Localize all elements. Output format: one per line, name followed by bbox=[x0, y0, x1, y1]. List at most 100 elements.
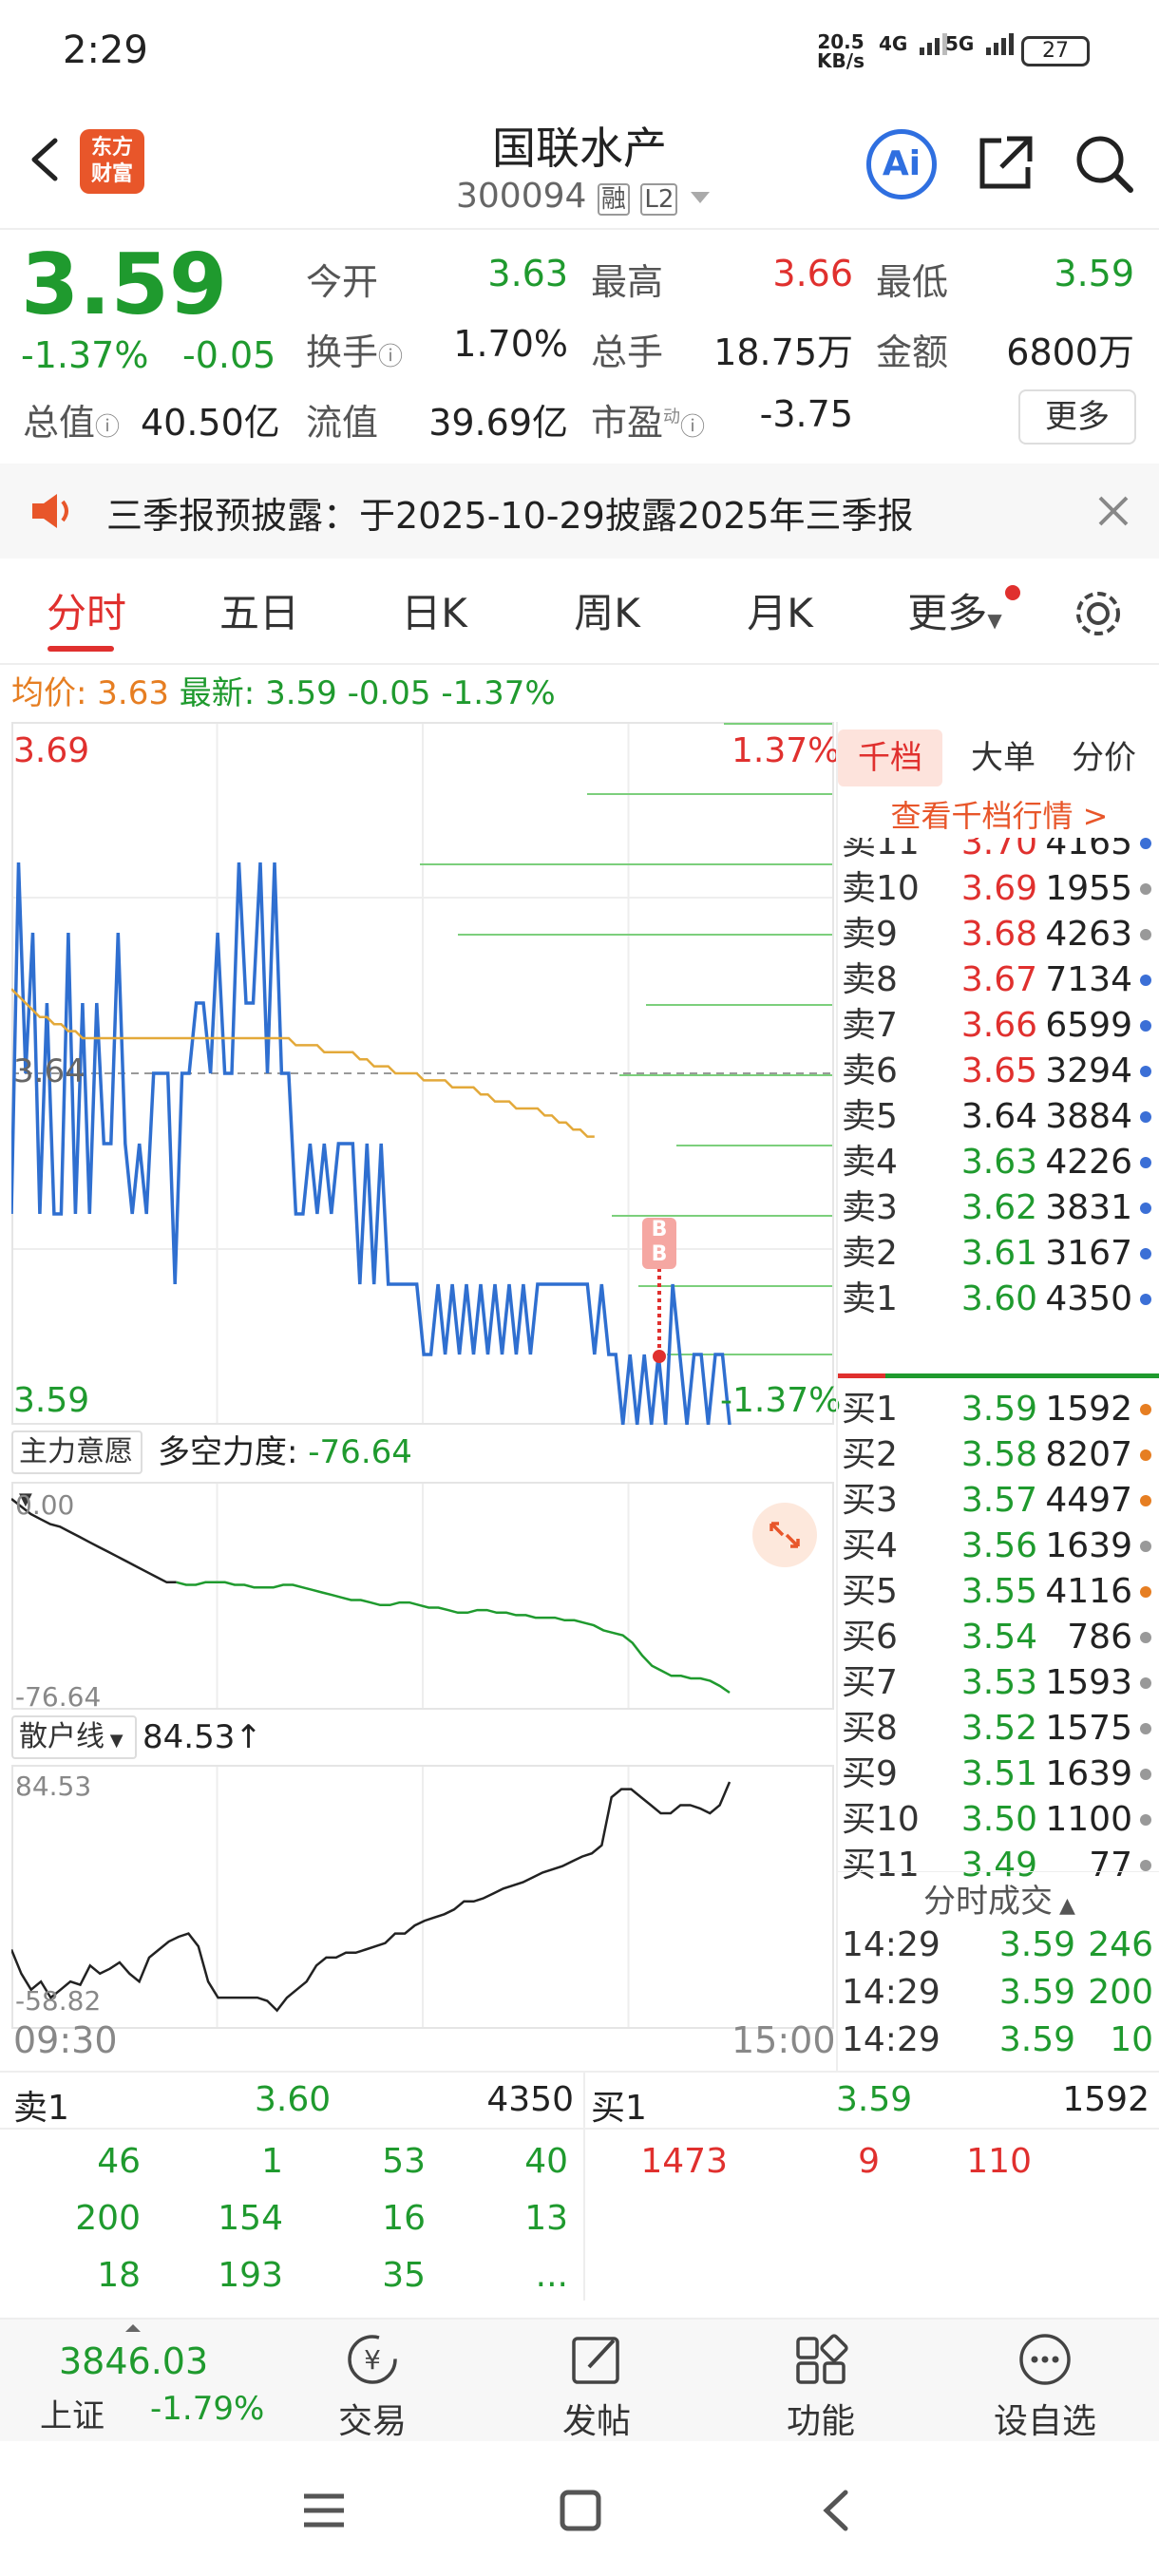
signal-5g-icon: 5G bbox=[945, 30, 1037, 55]
tab-more[interactable]: 更多▼ bbox=[907, 590, 1002, 636]
order-level-row[interactable]: 卖2 3.61 3167 bbox=[838, 1231, 1159, 1277]
tab-price-dist[interactable]: 分价 bbox=[1072, 739, 1136, 777]
order-level-row[interactable]: 买3 3.57 4497 bbox=[838, 1478, 1159, 1524]
stock-code-row[interactable]: 300094 融 L2 bbox=[456, 177, 712, 216]
open-label: 今开 bbox=[306, 261, 379, 303]
order-level-row[interactable]: 买1 3.59 1592 bbox=[838, 1387, 1159, 1432]
order-level-row[interactable]: 买9 3.51 1639 bbox=[838, 1752, 1159, 1797]
current-price: 3.59 bbox=[21, 236, 228, 333]
caret-down-icon: ▼ bbox=[19, 1489, 32, 1509]
order-level-row[interactable]: 卖1 3.60 4350 bbox=[838, 1277, 1159, 1322]
tab-daily-k[interactable]: 日K bbox=[401, 590, 467, 636]
buy-strength-bar bbox=[885, 1373, 1159, 1378]
turnover-label[interactable]: 换手ⓘ bbox=[306, 331, 404, 373]
volume-value: 18.75万 bbox=[713, 331, 853, 373]
system-back-button[interactable] bbox=[813, 2487, 861, 2534]
indicator-select-2[interactable]: 散户线 ▼ bbox=[11, 1715, 137, 1759]
level-dot bbox=[1140, 1294, 1151, 1305]
mktcap-label[interactable]: 总值ⓘ bbox=[23, 402, 121, 444]
level-volume: 786 bbox=[1067, 1618, 1132, 1657]
level-price: 3.59 bbox=[960, 1390, 1037, 1429]
level-volume: 3294 bbox=[1045, 1051, 1132, 1090]
menu-button[interactable] bbox=[300, 2487, 348, 2534]
pe-label[interactable]: 市盈动ⓘ bbox=[591, 402, 706, 444]
order-level-row[interactable]: 买7 3.53 1593 bbox=[838, 1660, 1159, 1706]
dock-trade[interactable]: ¥ 交易 bbox=[287, 2320, 458, 2443]
order-level-row[interactable]: 买11 3.49 77 bbox=[838, 1843, 1159, 1888]
order-level-row[interactable]: 买4 3.56 1639 bbox=[838, 1524, 1159, 1569]
order-level-row[interactable]: 卖4 3.63 4226 bbox=[838, 1140, 1159, 1185]
tab-thousand-levels[interactable]: 千档 bbox=[838, 729, 942, 786]
tab-intraday[interactable]: 分时 bbox=[46, 590, 126, 636]
order-level-row[interactable]: 卖11 3.70 4165 bbox=[838, 838, 1159, 866]
level-price: 3.62 bbox=[960, 1188, 1037, 1227]
queue-item: 46 bbox=[97, 2142, 141, 2181]
order-level-row[interactable]: 买5 3.55 4116 bbox=[838, 1569, 1159, 1615]
new-badge bbox=[1005, 585, 1020, 600]
level-label: 卖2 bbox=[842, 1234, 898, 1273]
order-level-row[interactable]: 卖9 3.68 4263 bbox=[838, 912, 1159, 957]
order-level-row[interactable]: 买10 3.50 1100 bbox=[838, 1797, 1159, 1843]
pe-value: -3.75 bbox=[759, 393, 853, 435]
level-label: 买2 bbox=[842, 1435, 898, 1474]
level-price: 3.65 bbox=[960, 1051, 1037, 1090]
settings-button[interactable] bbox=[1072, 587, 1125, 640]
order-level-row[interactable]: 买6 3.54 786 bbox=[838, 1615, 1159, 1660]
level-label: 买4 bbox=[842, 1526, 898, 1565]
notice-bar[interactable]: 三季报预披露：于2025-10-29披露2025年三季报 bbox=[0, 464, 1159, 559]
ai-button[interactable]: Ai bbox=[866, 129, 937, 199]
queue-item: 200 bbox=[75, 2199, 141, 2238]
dock-post[interactable]: 发帖 bbox=[511, 2320, 682, 2443]
dock-watchlist[interactable]: 设自选 bbox=[960, 2320, 1130, 2443]
order-level-row[interactable]: 卖3 3.62 3831 bbox=[838, 1185, 1159, 1231]
level-volume: 77 bbox=[1089, 1846, 1132, 1885]
order-level-row[interactable]: 卖7 3.66 6599 bbox=[838, 1003, 1159, 1049]
level-label: 买5 bbox=[842, 1572, 898, 1611]
ind2-top-label: 84.53 bbox=[15, 1771, 92, 1802]
order-level-row[interactable]: 买2 3.58 8207 bbox=[838, 1432, 1159, 1478]
expand-button[interactable] bbox=[752, 1503, 817, 1567]
latest-change: -0.05 bbox=[347, 674, 431, 712]
low-value: 3.59 bbox=[1054, 253, 1134, 294]
share-button[interactable] bbox=[973, 131, 1037, 196]
level-price: 3.51 bbox=[960, 1754, 1037, 1793]
more-button[interactable]: 更多 bbox=[1018, 389, 1136, 445]
search-button[interactable] bbox=[1072, 131, 1136, 196]
level-label: 卖5 bbox=[842, 1097, 898, 1136]
view-levels-link[interactable]: 查看千档行情 > bbox=[890, 798, 1109, 834]
level-volume: 1955 bbox=[1045, 869, 1132, 908]
order-level-row[interactable]: 卖8 3.67 7134 bbox=[838, 957, 1159, 1003]
home-button[interactable] bbox=[557, 2487, 604, 2534]
level-dot bbox=[1140, 1860, 1151, 1871]
high-value: 3.66 bbox=[772, 253, 853, 294]
dock-functions[interactable]: 功能 bbox=[735, 2320, 906, 2443]
chevron-left-icon bbox=[823, 2490, 848, 2531]
volume-label: 总手 bbox=[591, 331, 664, 373]
trade-time: 14:29 bbox=[842, 1925, 940, 1964]
amount-label: 金额 bbox=[876, 331, 949, 373]
level-price: 3.52 bbox=[960, 1709, 1037, 1748]
index-value[interactable]: 3846.03 bbox=[59, 2340, 209, 2382]
queue-item: 40 bbox=[524, 2142, 568, 2181]
trades-title[interactable]: 分时成交 ▲ bbox=[923, 1883, 1075, 1921]
order-level-row[interactable]: 卖10 3.69 1955 bbox=[838, 866, 1159, 912]
battery-icon: 27 bbox=[1021, 36, 1090, 66]
amount-value: 6800万 bbox=[1006, 331, 1134, 373]
back-button[interactable] bbox=[17, 131, 74, 188]
intraday-chart[interactable] bbox=[11, 722, 834, 1425]
level-volume: 4226 bbox=[1045, 1143, 1132, 1182]
indicator-select-1[interactable]: 主力意愿 ▼ bbox=[11, 1430, 142, 1509]
order-level-row[interactable]: 卖5 3.64 3884 bbox=[838, 1094, 1159, 1140]
close-button[interactable] bbox=[1094, 492, 1132, 530]
order-level-row[interactable]: 买8 3.52 1575 bbox=[838, 1706, 1159, 1752]
tab-weekly-k[interactable]: 周K bbox=[574, 590, 640, 636]
level-price: 3.50 bbox=[960, 1800, 1037, 1839]
order-level-row[interactable]: 卖6 3.65 3294 bbox=[838, 1049, 1159, 1094]
indicator-1-chart[interactable] bbox=[11, 1482, 834, 1710]
tab-monthly-k[interactable]: 月K bbox=[747, 590, 813, 636]
queue-item: 154 bbox=[218, 2199, 283, 2238]
tab-big-orders[interactable]: 大单 bbox=[971, 739, 1036, 777]
tab-five-day[interactable]: 五日 bbox=[218, 590, 299, 636]
indicator-2-chart[interactable] bbox=[11, 1765, 834, 2029]
